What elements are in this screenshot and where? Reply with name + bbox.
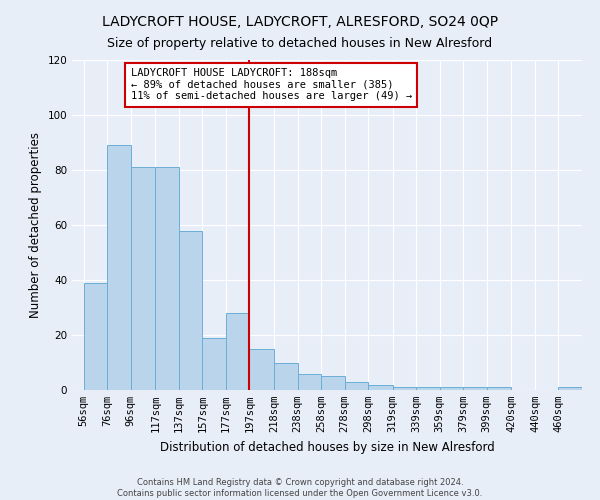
Bar [440, 387, 463, 390]
Bar [179, 230, 202, 390]
Bar [84, 283, 107, 390]
Bar [393, 387, 416, 390]
Bar [368, 384, 393, 390]
Bar [298, 374, 321, 390]
Bar [487, 387, 511, 390]
Bar [344, 382, 368, 390]
Bar [463, 387, 487, 390]
Text: LADYCROFT HOUSE LADYCROFT: 188sqm
← 89% of detached houses are smaller (385)
11%: LADYCROFT HOUSE LADYCROFT: 188sqm ← 89% … [131, 68, 412, 102]
Bar [107, 145, 131, 390]
Bar [274, 362, 298, 390]
Text: LADYCROFT HOUSE, LADYCROFT, ALRESFORD, SO24 0QP: LADYCROFT HOUSE, LADYCROFT, ALRESFORD, S… [102, 15, 498, 29]
Bar [155, 167, 179, 390]
X-axis label: Distribution of detached houses by size in New Alresford: Distribution of detached houses by size … [160, 440, 494, 454]
Bar [321, 376, 344, 390]
Y-axis label: Number of detached properties: Number of detached properties [29, 132, 42, 318]
Bar [226, 313, 250, 390]
Bar [250, 349, 274, 390]
Bar [202, 338, 226, 390]
Bar [416, 387, 440, 390]
Bar [131, 167, 155, 390]
Text: Size of property relative to detached houses in New Alresford: Size of property relative to detached ho… [107, 38, 493, 51]
Bar [559, 387, 582, 390]
Text: Contains HM Land Registry data © Crown copyright and database right 2024.
Contai: Contains HM Land Registry data © Crown c… [118, 478, 482, 498]
